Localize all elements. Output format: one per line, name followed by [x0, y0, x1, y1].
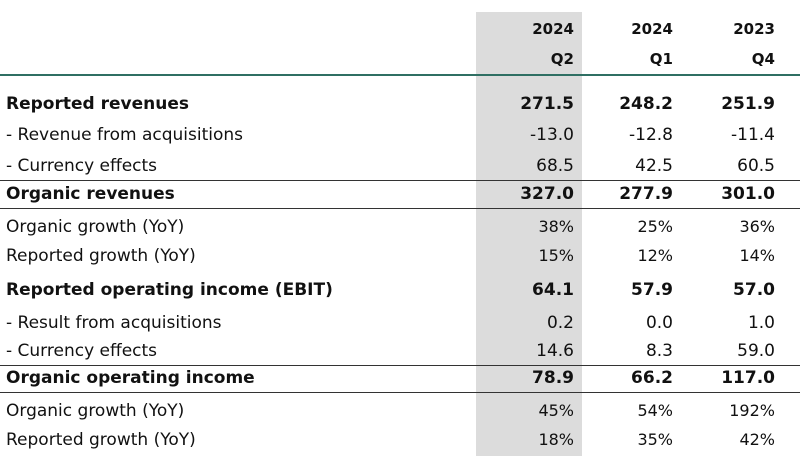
cell-2023-q4: 36% — [739, 217, 775, 236]
cell-2024-q2: 45% — [538, 401, 574, 420]
cell-2024-q1: 42.5 — [635, 156, 673, 176]
cell-2023-q4: 251.9 — [721, 94, 775, 114]
cell-2023-q4: 57.0 — [733, 280, 775, 300]
row-separator — [0, 365, 800, 366]
row-label: - Result from acquisitions — [6, 313, 222, 333]
table-row-reported-operating-income: Reported operating income (EBIT) 64.1 57… — [0, 276, 800, 304]
cell-2023-q4: 14% — [739, 246, 775, 265]
row-label: Reported operating income (EBIT) — [6, 280, 333, 300]
cell-2024-q2: -13.0 — [530, 125, 574, 145]
cell-2024-q1: 57.9 — [631, 280, 673, 300]
cell-2024-q1: -12.8 — [629, 125, 673, 145]
row-separator — [0, 208, 800, 209]
cell-2023-q4: 59.0 — [737, 341, 775, 361]
row-label: - Currency effects — [6, 341, 158, 361]
table-row-organic-revenues: Organic revenues 327.0 277.9 301.0 — [0, 180, 800, 208]
cell-2023-q4: 1.0 — [747, 313, 775, 333]
table-row-currency-effects-revenue: - Currency effects 68.5 42.5 60.5 — [0, 152, 800, 180]
cell-2024-q2: 0.2 — [546, 313, 574, 333]
column-header-2024-q2: 2024 Q2 — [532, 20, 574, 68]
column-quarter: Q1 — [649, 50, 673, 68]
cell-2024-q1: 12% — [637, 246, 673, 265]
row-label: Reported growth (YoY) — [6, 430, 196, 450]
header-rule — [0, 74, 800, 76]
row-label: Organic revenues — [6, 184, 175, 204]
column-header-2024-q1: 2024 Q1 — [631, 20, 673, 68]
table-row-reported-revenues: Reported revenues 271.5 248.2 251.9 — [0, 90, 800, 118]
row-label: - Revenue from acquisitions — [6, 125, 243, 145]
cell-2024-q1: 0.0 — [645, 313, 673, 333]
highlighted-column-q2-2024 — [476, 12, 582, 456]
table-row-revenue-from-acquisitions: - Revenue from acquisitions -13.0 -12.8 … — [0, 121, 800, 149]
cell-2024-q2: 68.5 — [536, 156, 574, 176]
table-row-currency-effects-income: - Currency effects 14.6 8.3 59.0 — [0, 337, 800, 365]
cell-2024-q2: 64.1 — [532, 280, 574, 300]
column-quarter: Q4 — [751, 50, 775, 68]
cell-2024-q1: 25% — [637, 217, 673, 236]
cell-2024-q1: 277.9 — [619, 184, 673, 204]
cell-2023-q4: 192% — [729, 401, 775, 420]
cell-2024-q1: 35% — [637, 430, 673, 449]
row-separator — [0, 180, 800, 181]
column-year: 2024 — [631, 20, 673, 38]
row-label: Organic growth (YoY) — [6, 401, 185, 421]
cell-2023-q4: -11.4 — [731, 125, 775, 145]
row-separator — [0, 392, 800, 393]
cell-2024-q2: 78.9 — [532, 368, 574, 388]
cell-2023-q4: 301.0 — [721, 184, 775, 204]
cell-2024-q2: 327.0 — [520, 184, 574, 204]
row-label: Reported growth (YoY) — [6, 246, 196, 266]
table-row-organic-growth-revenues: Organic growth (YoY) 38% 25% 36% — [0, 213, 800, 241]
cell-2024-q2: 14.6 — [536, 341, 574, 361]
row-label: Reported revenues — [6, 94, 189, 114]
table-row-reported-growth-income: Reported growth (YoY) 18% 35% 42% — [0, 426, 800, 454]
table-row-reported-growth-revenues: Reported growth (YoY) 15% 12% 14% — [0, 242, 800, 270]
cell-2024-q2: 15% — [538, 246, 574, 265]
cell-2024-q1: 54% — [637, 401, 673, 420]
cell-2023-q4: 42% — [739, 430, 775, 449]
table-row-organic-growth-income: Organic growth (YoY) 45% 54% 192% — [0, 397, 800, 425]
column-header-2023-q4: 2023 Q4 — [733, 20, 775, 68]
column-quarter: Q2 — [550, 50, 574, 68]
cell-2023-q4: 60.5 — [737, 156, 775, 176]
column-year: 2023 — [733, 20, 775, 38]
cell-2024-q2: 271.5 — [520, 94, 574, 114]
column-year: 2024 — [532, 20, 574, 38]
row-label: Organic operating income — [6, 368, 255, 388]
row-label: - Currency effects — [6, 156, 158, 176]
cell-2024-q2: 38% — [538, 217, 574, 236]
cell-2024-q1: 248.2 — [619, 94, 673, 114]
cell-2024-q2: 18% — [538, 430, 574, 449]
cell-2024-q1: 66.2 — [631, 368, 673, 388]
cell-2024-q1: 8.3 — [645, 341, 673, 361]
table-row-result-from-acquisitions: - Result from acquisitions 0.2 0.0 1.0 — [0, 309, 800, 337]
table-row-organic-operating-income: Organic operating income 78.9 66.2 117.0 — [0, 364, 800, 392]
row-label: Organic growth (YoY) — [6, 217, 185, 237]
cell-2023-q4: 117.0 — [721, 368, 775, 388]
